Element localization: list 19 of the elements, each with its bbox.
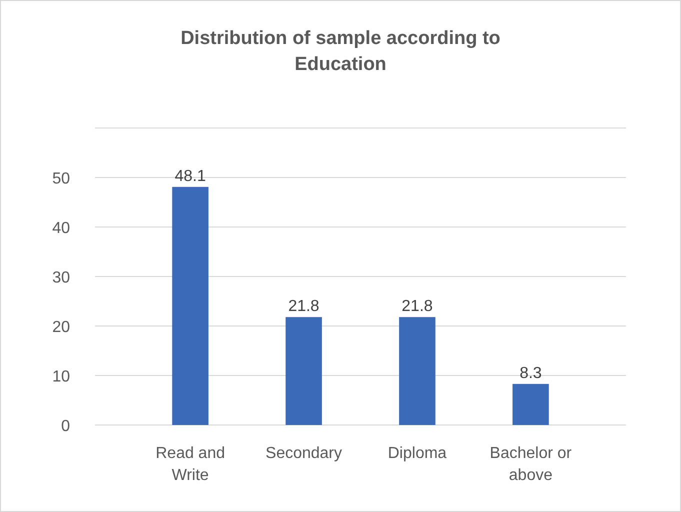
bar [399,317,436,425]
data-label: 8.3 [520,364,542,382]
chart-title: Distribution of sample according to Education [180,28,500,75]
x-tick-label: Read and Write [156,445,226,484]
y-tick-label: 30 [52,270,70,286]
data-label: 21.8 [288,298,320,316]
bar [172,186,208,425]
x-tick-label: Bachelor or above [490,445,572,484]
data-label: 21.8 [402,298,433,316]
data-label: 48.1 [174,168,206,185]
bar [512,384,549,425]
y-tick-label: 50 [52,170,70,188]
x-tick-label: Diploma [388,445,447,462]
y-tick-label: 40 [52,220,70,237]
y-tick-label: 0 [61,418,70,435]
x-tick-label: Secondary [266,445,342,462]
y-tick-label: 20 [52,319,70,336]
bar [286,317,322,425]
y-tick-label: 10 [52,368,70,386]
